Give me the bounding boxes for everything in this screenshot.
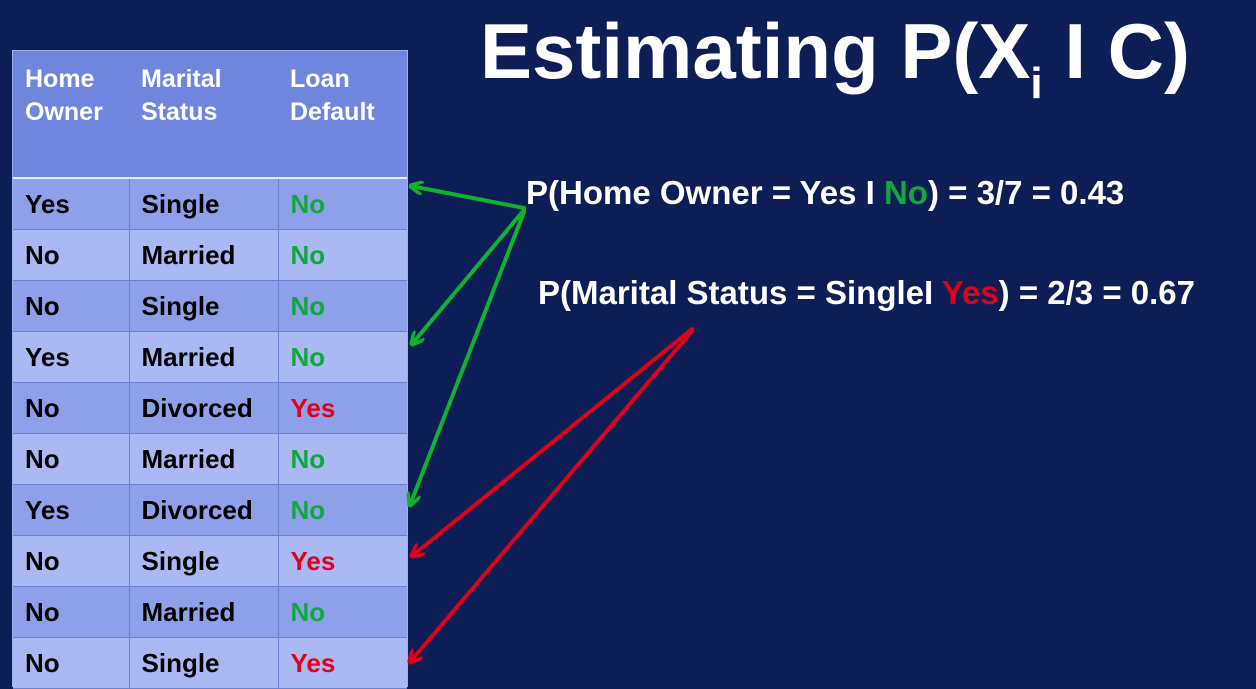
table-row: No Divorced Yes xyxy=(13,382,407,434)
loan-data-table: Home Owner Marital Status Loan Default Yes S… xyxy=(12,50,408,689)
table-row: Yes Single No xyxy=(13,178,407,230)
slide-title: Estimating P(Xi I C) xyxy=(480,7,1190,108)
cell-marital-status: Married xyxy=(129,433,279,485)
cell-home-owner: No xyxy=(13,535,130,587)
table-row: No Married No xyxy=(13,586,407,638)
cell-home-owner: No xyxy=(13,433,130,485)
cell-loan-default: No xyxy=(278,280,407,332)
red-arrow-row10 xyxy=(410,329,694,662)
equation-marital-status: P(Marital Status = SingleI Yes) = 2/3 = … xyxy=(538,274,1195,311)
cell-loan-default: No xyxy=(278,586,407,638)
cell-loan-default: No xyxy=(278,229,407,281)
header-home-owner: Home Owner xyxy=(13,51,129,179)
cell-marital-status: Married xyxy=(129,586,279,638)
table-header-row: Home Owner Marital Status Loan Default xyxy=(13,51,407,179)
green-arrow-row4 xyxy=(412,208,526,344)
cell-loan-default: No xyxy=(278,178,407,230)
cell-marital-status: Single xyxy=(129,178,279,230)
equation-home-owner: P(Home Owner = Yes I No) = 3/7 = 0.43 xyxy=(526,174,1125,211)
cell-marital-status: Married xyxy=(129,229,279,281)
green-arrow-row1 xyxy=(411,186,526,210)
cell-loan-default: No xyxy=(278,433,407,485)
cell-loan-default: Yes xyxy=(278,535,407,587)
cell-home-owner: Yes xyxy=(13,484,130,536)
cell-marital-status: Divorced xyxy=(129,382,279,434)
cell-loan-default: Yes xyxy=(278,382,407,434)
table-row: No Married No xyxy=(13,229,407,281)
equation-class-no: No xyxy=(883,174,928,211)
cell-home-owner: No xyxy=(13,382,130,434)
header-marital-status: Marital Status xyxy=(129,51,278,179)
cell-marital-status: Single xyxy=(129,535,279,587)
table-row: No Single Yes xyxy=(13,535,407,587)
header-loan-default: Loan Default xyxy=(278,51,407,179)
cell-marital-status: Married xyxy=(129,331,279,383)
cell-marital-status: Single xyxy=(129,280,279,332)
cell-marital-status: Divorced xyxy=(129,484,279,536)
cell-home-owner: No xyxy=(13,586,130,638)
equation-class-yes: Yes xyxy=(941,274,999,311)
cell-home-owner: Yes xyxy=(13,178,130,230)
cell-home-owner: No xyxy=(13,280,130,332)
table-row: No Single No xyxy=(13,280,407,332)
cell-loan-default: No xyxy=(278,331,407,383)
table-row: No Married No xyxy=(13,433,407,485)
red-arrow-row8 xyxy=(412,327,694,556)
table-row: Yes Married No xyxy=(13,331,407,383)
table-row: Yes Divorced No xyxy=(13,484,407,536)
cell-loan-default: Yes xyxy=(278,637,407,689)
green-arrow-row7 xyxy=(410,210,526,505)
cell-home-owner: No xyxy=(13,229,130,281)
title-subscript: i xyxy=(1030,59,1043,108)
cell-marital-status: Single xyxy=(129,637,279,689)
cell-loan-default: No xyxy=(278,484,407,536)
cell-home-owner: Yes xyxy=(13,331,130,383)
